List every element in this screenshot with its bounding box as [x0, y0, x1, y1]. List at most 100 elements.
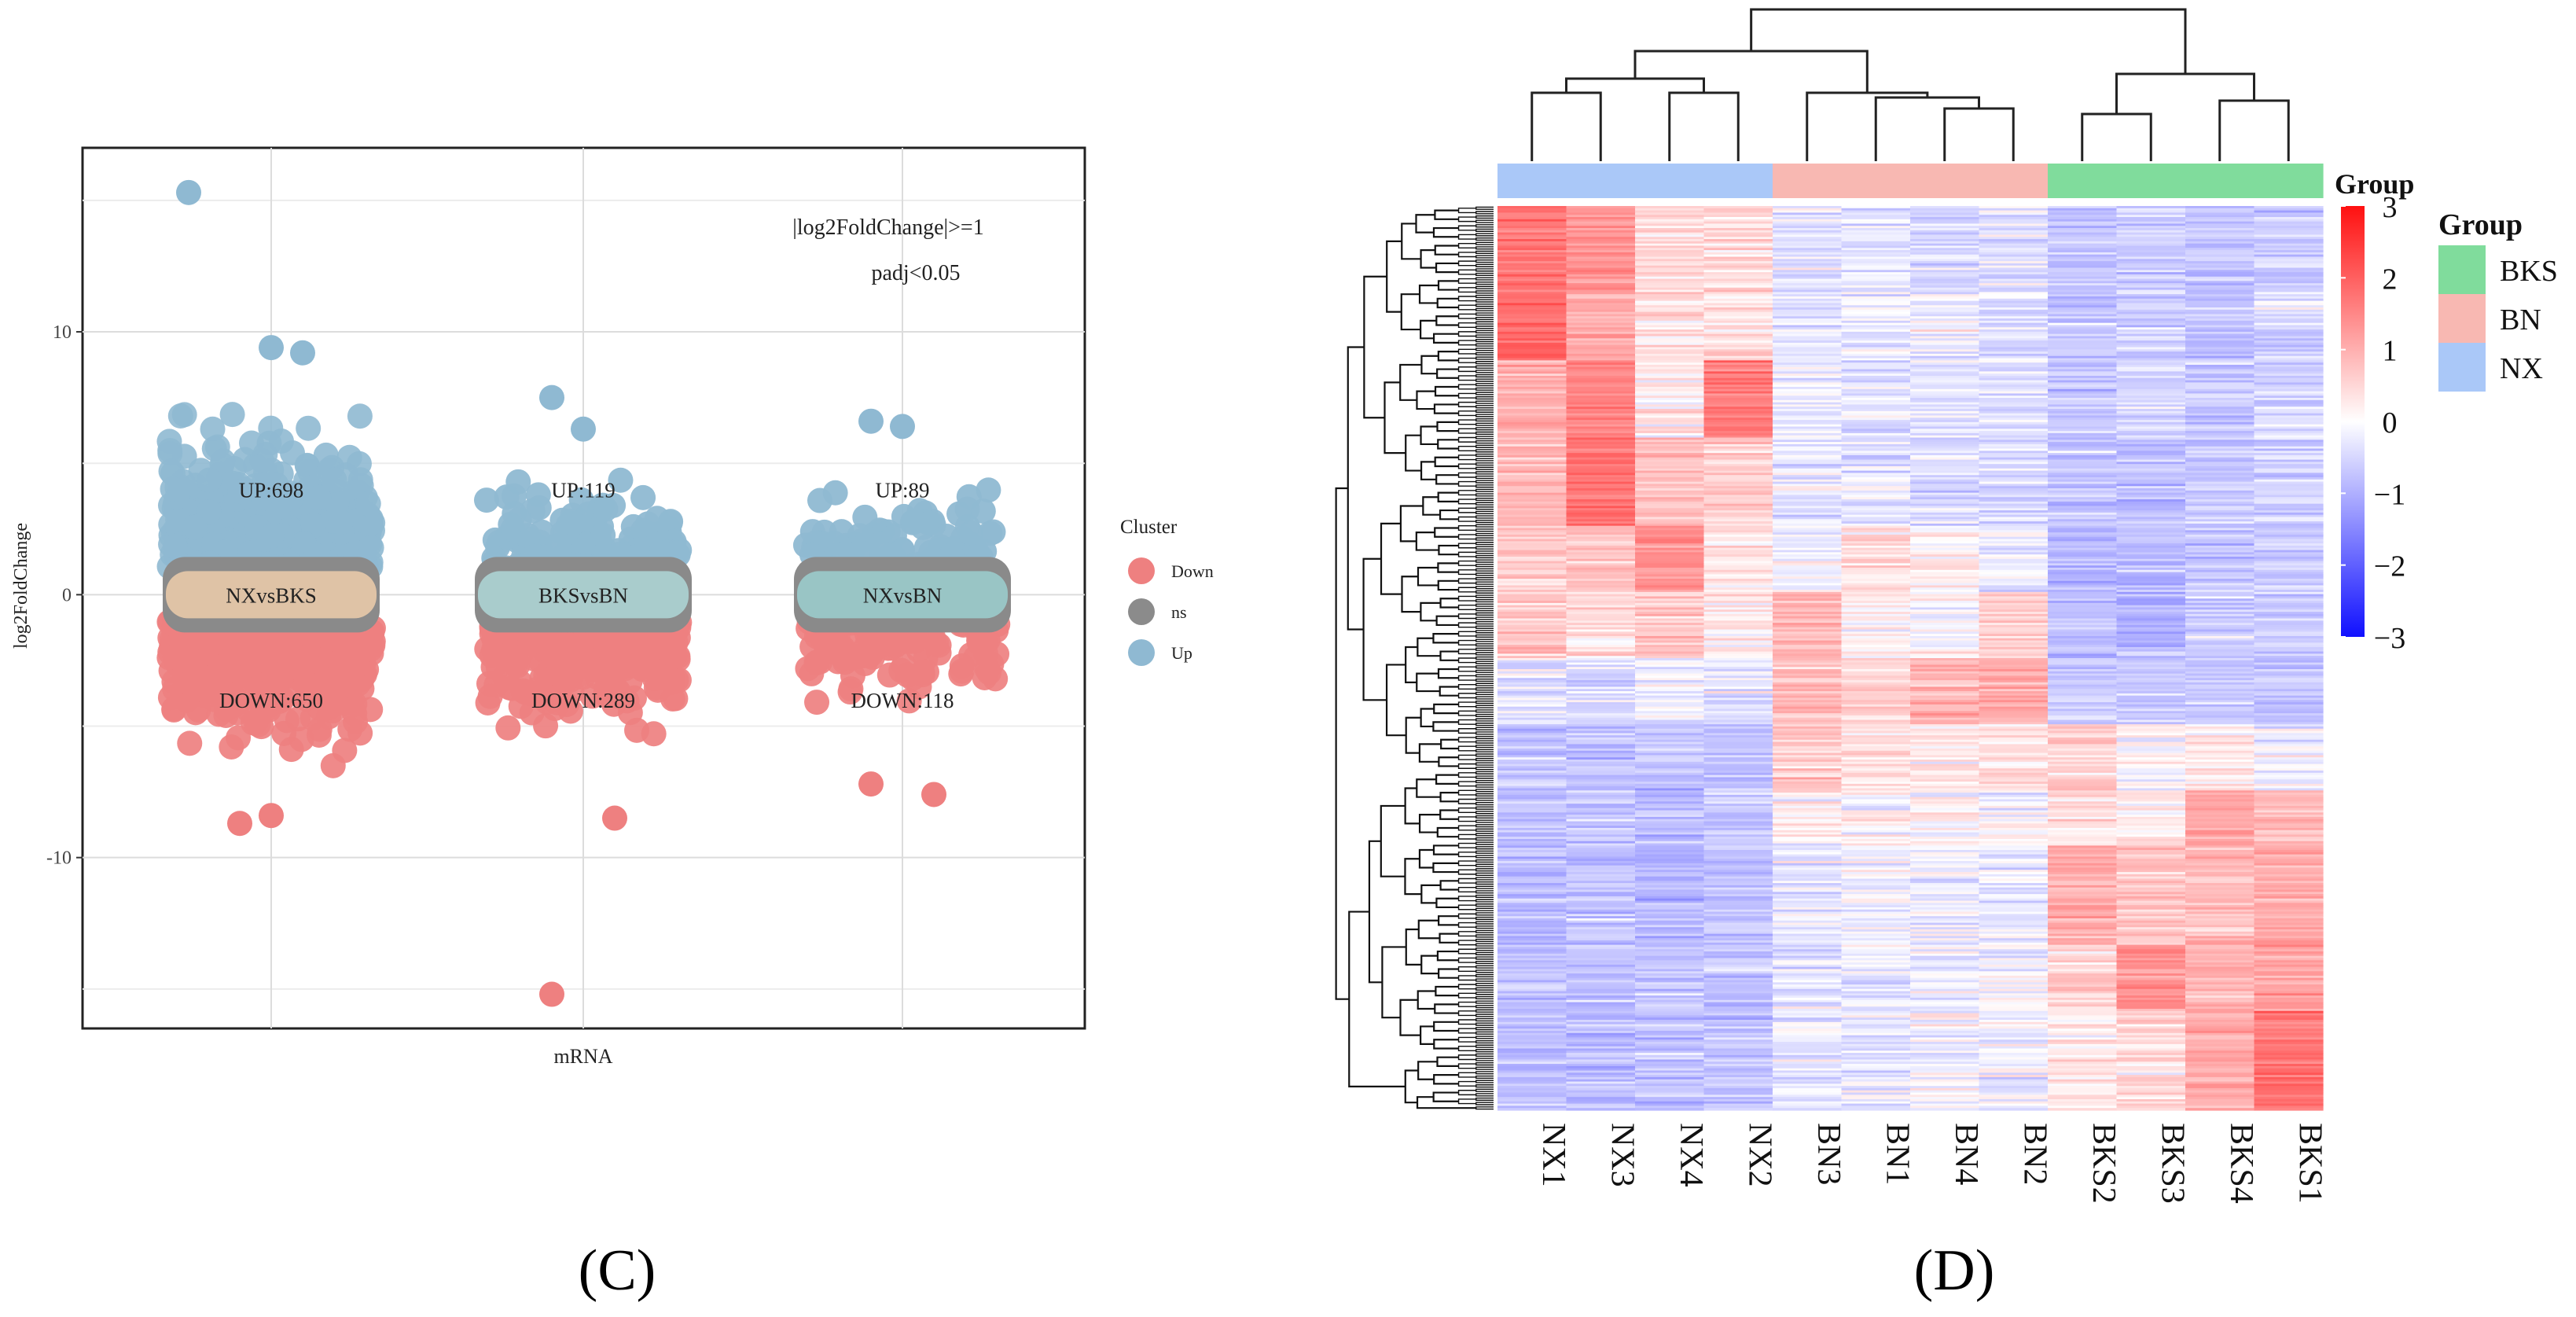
heatmap-cell [2116, 462, 2186, 465]
heatmap-cell [1703, 274, 1773, 278]
heatmap-cell [1497, 554, 1567, 557]
heatmap-cell [1703, 336, 1773, 339]
heatmap-cell [1497, 484, 1567, 487]
heatmap-cell [2185, 245, 2255, 248]
heatmap-cell [1841, 228, 1911, 231]
heatmap-cell [1703, 783, 1773, 787]
heatmap-cell [1566, 569, 1636, 573]
heatmap-cell [2254, 772, 2324, 776]
heatmap-cell [1979, 303, 2049, 306]
heatmap-cell [1979, 601, 2049, 604]
heatmap-cell [1773, 523, 1843, 527]
heatmap-cell [1979, 539, 2049, 542]
heatmap-cell [1703, 750, 1773, 754]
heatmap-cell [1910, 446, 1980, 450]
heatmap-cell [2116, 693, 2186, 697]
heatmap-cell [1910, 462, 1980, 465]
heatmap-cell [1635, 580, 1705, 584]
heatmap-cell [2116, 362, 2186, 366]
heatmap-cell [1566, 750, 1636, 754]
heatmap-cell [1773, 572, 1843, 576]
heatmap-cell [1566, 437, 1636, 440]
heatmap-cell [2048, 358, 2118, 361]
heatmap-cell [1841, 642, 1911, 646]
heatmap-cell [1841, 409, 1911, 412]
heatmap-cell [1841, 616, 1911, 620]
heatmap-cell [2048, 451, 2118, 454]
heatmap-cell [1773, 620, 1843, 624]
heatmap-cell [1635, 464, 1705, 467]
heatmap-cell [1979, 318, 2049, 322]
heatmap-cell [2254, 230, 2324, 234]
heatmap-cell [2254, 704, 2324, 708]
heatmap-cell [2254, 409, 2324, 412]
heatmap-cell [2116, 410, 2186, 414]
heatmap-cell [2254, 355, 2324, 359]
heatmap-cell [2254, 766, 2324, 769]
heatmap-cell [2254, 369, 2324, 372]
heatmap-cell [2185, 568, 2255, 571]
heatmap-cell [1635, 360, 1705, 363]
heatmap-cell [1910, 602, 1980, 606]
heatmap-cell [1566, 627, 1636, 631]
heatmap-cell [1703, 443, 1773, 447]
heatmap-cell [2185, 541, 2255, 544]
heatmap-cell [1635, 508, 1705, 511]
heatmap-cell [1841, 689, 1911, 692]
heatmap-cell [1566, 333, 1636, 337]
heatmap-cell [1773, 653, 1843, 657]
heatmap-cell [1773, 333, 1843, 337]
heatmap-cell [1497, 634, 1567, 637]
heatmap-cell [1841, 316, 1911, 319]
heatmap-cell [1910, 700, 1980, 703]
heatmap-cell [1703, 320, 1773, 324]
heatmap-cell [1635, 686, 1705, 690]
heatmap-cell [1841, 303, 1911, 306]
heatmap-cell [1773, 316, 1843, 319]
heatmap-cell [2048, 241, 2118, 245]
heatmap-cell [1635, 448, 1705, 451]
heatmap-cell [1497, 613, 1567, 617]
heatmap-cell [1841, 464, 1911, 467]
heatmap-cell [2048, 276, 2118, 280]
heatmap-cell [1773, 651, 1843, 654]
heatmap-cell [1497, 477, 1567, 480]
heatmap-cell [1979, 717, 2049, 721]
heatmap-cell [2048, 658, 2118, 661]
heatmap-cell [1841, 572, 1911, 576]
heatmap-cell [2185, 576, 2255, 579]
heatmap-cell [2116, 296, 2186, 300]
heatmap-cell [1497, 730, 1567, 734]
heatmap-cell [1979, 377, 2049, 381]
heatmap-cell [1773, 613, 1843, 617]
heatmap-cell [2116, 322, 2186, 326]
heatmap-cell [1910, 503, 1980, 507]
heatmap-cell [1910, 248, 1980, 251]
heatmap-cell [1566, 292, 1636, 295]
heatmap-cell [2254, 616, 2324, 620]
heatmap-cell [1979, 437, 2049, 440]
heatmap-cell [1566, 801, 1636, 804]
heatmap-cell [1979, 223, 2049, 226]
heatmap-cell [1979, 726, 2049, 730]
heatmap-cell [2116, 760, 2186, 763]
heatmap-cell [1979, 440, 2049, 443]
heatmap-cell [2048, 221, 2118, 225]
heatmap-cell [1979, 459, 2049, 462]
heatmap-cell [2185, 783, 2255, 787]
heatmap-cell [2116, 488, 2186, 491]
heatmap-cell [1910, 635, 1980, 639]
heatmap-cell [1910, 364, 1980, 368]
heatmap-cell [1773, 407, 1843, 410]
heatmap-cell [1841, 495, 1911, 498]
heatmap-cell [1841, 305, 1911, 308]
heatmap-cell [1910, 627, 1980, 631]
heatmap-cell [1635, 336, 1705, 339]
heatmap-cell [1566, 602, 1636, 606]
heatmap-cell [1635, 700, 1705, 703]
heatmap-cell [2116, 331, 2186, 335]
heatmap-cell [2116, 662, 2186, 666]
heatmap-cell [1841, 724, 1911, 727]
heatmap-cell [1703, 261, 1773, 264]
heatmap-cell [1635, 642, 1705, 646]
